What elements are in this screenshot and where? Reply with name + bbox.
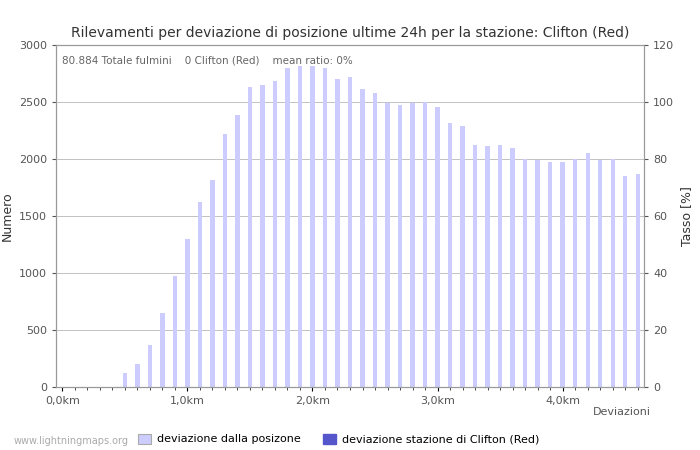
Bar — [273, 81, 277, 387]
Bar — [573, 159, 578, 387]
Bar — [235, 115, 239, 387]
Bar — [122, 374, 127, 387]
Bar — [410, 103, 414, 387]
Bar — [561, 162, 565, 387]
Bar — [210, 180, 215, 387]
Bar — [398, 105, 402, 387]
Bar — [498, 145, 503, 387]
Bar — [197, 202, 202, 387]
Bar — [610, 159, 615, 387]
Bar — [360, 90, 365, 387]
Bar — [348, 77, 352, 387]
Bar — [598, 160, 603, 387]
Text: 80.884 Totale fulmini    0 Clifton (Red)    mean ratio: 0%: 80.884 Totale fulmini 0 Clifton (Red) me… — [62, 55, 353, 65]
Text: Deviazioni: Deviazioni — [593, 407, 651, 417]
Bar — [373, 93, 377, 387]
Bar — [585, 153, 590, 387]
Bar — [323, 68, 327, 387]
Bar — [248, 87, 252, 387]
Bar — [548, 162, 552, 387]
Bar — [536, 160, 540, 387]
Bar — [186, 239, 190, 387]
Title: Rilevamenti per deviazione di posizione ultime 24h per la stazione: Clifton (Red: Rilevamenti per deviazione di posizione … — [71, 26, 629, 40]
Bar — [173, 276, 177, 387]
Bar — [148, 345, 152, 387]
Bar — [223, 134, 227, 387]
Bar — [461, 126, 465, 387]
Bar — [160, 313, 164, 387]
Bar — [623, 176, 627, 387]
Bar — [310, 66, 315, 387]
Y-axis label: Numero: Numero — [0, 191, 13, 241]
Bar — [335, 79, 340, 387]
Text: www.lightningmaps.org: www.lightningmaps.org — [14, 436, 129, 446]
Bar — [298, 66, 302, 387]
Bar — [135, 364, 139, 387]
Y-axis label: Tasso [%]: Tasso [%] — [680, 186, 693, 246]
Bar — [448, 122, 452, 387]
Bar — [636, 174, 640, 387]
Bar — [435, 107, 440, 387]
Bar — [260, 85, 265, 387]
Bar — [286, 68, 290, 387]
Bar — [510, 148, 514, 387]
Bar — [523, 159, 527, 387]
Bar — [423, 102, 427, 387]
Bar — [473, 145, 477, 387]
Bar — [385, 103, 390, 387]
Bar — [485, 146, 490, 387]
